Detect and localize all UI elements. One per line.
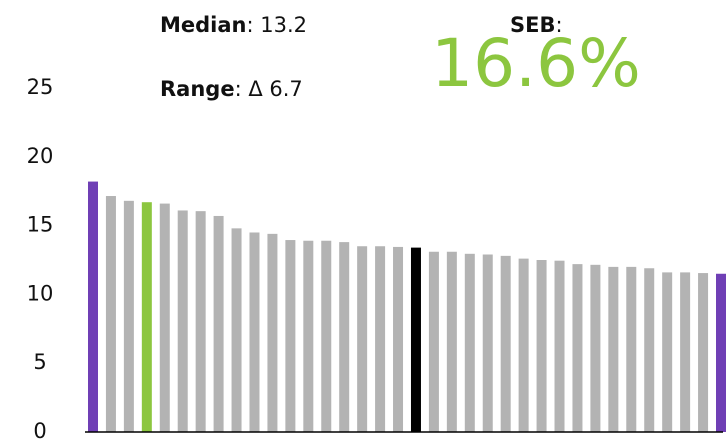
- bar: [554, 260, 565, 432]
- bar: [716, 273, 726, 432]
- bar: [698, 273, 709, 432]
- y-tick-label: 5: [33, 350, 46, 374]
- bar: [267, 233, 278, 432]
- stat: SEB:: [510, 13, 563, 37]
- bar: [572, 264, 583, 432]
- stat-label: SEB: [510, 13, 555, 37]
- bar: [195, 211, 206, 432]
- stat-text: : Δ 6.7: [235, 77, 303, 101]
- bar: [410, 247, 421, 432]
- bar: [303, 240, 314, 432]
- bar: [662, 272, 673, 432]
- bar: [231, 228, 242, 432]
- bar: [590, 264, 601, 432]
- y-tick-label: 0: [33, 419, 46, 443]
- bar: [123, 200, 134, 432]
- bar: [428, 251, 439, 432]
- bar: [339, 242, 350, 432]
- y-tick-label: 25: [27, 75, 54, 99]
- bar: [464, 253, 475, 432]
- stat-text: :: [555, 13, 562, 37]
- bar: [500, 255, 511, 432]
- stat: Range: Δ 6.7: [160, 77, 303, 101]
- bar: [518, 258, 529, 432]
- bar: [159, 203, 170, 432]
- bar: [393, 246, 404, 432]
- y-tick-label: 10: [27, 281, 54, 305]
- bar: [446, 251, 457, 432]
- bar: [213, 215, 224, 432]
- bar: [285, 240, 296, 432]
- bar: [249, 232, 260, 432]
- bar: [321, 240, 332, 432]
- bar: [177, 210, 188, 432]
- y-tick-label: 20: [27, 144, 54, 168]
- bar: [482, 254, 493, 432]
- bar: [626, 266, 637, 432]
- stat: Median: 13.2: [160, 13, 307, 37]
- stat-text: : 13.2: [247, 13, 308, 37]
- bar: [375, 246, 386, 432]
- bar: [644, 268, 655, 432]
- bar: [88, 181, 98, 432]
- y-tick-label: 15: [27, 213, 54, 237]
- highlight-value: 16.6%: [431, 25, 641, 102]
- stat-label: Range: [160, 77, 235, 101]
- bar: [608, 266, 619, 432]
- bar: [105, 196, 116, 432]
- bar: [536, 260, 547, 432]
- bar: [357, 246, 368, 432]
- stat-label: Median: [160, 13, 247, 37]
- bar: [680, 272, 691, 432]
- bar: [141, 202, 152, 432]
